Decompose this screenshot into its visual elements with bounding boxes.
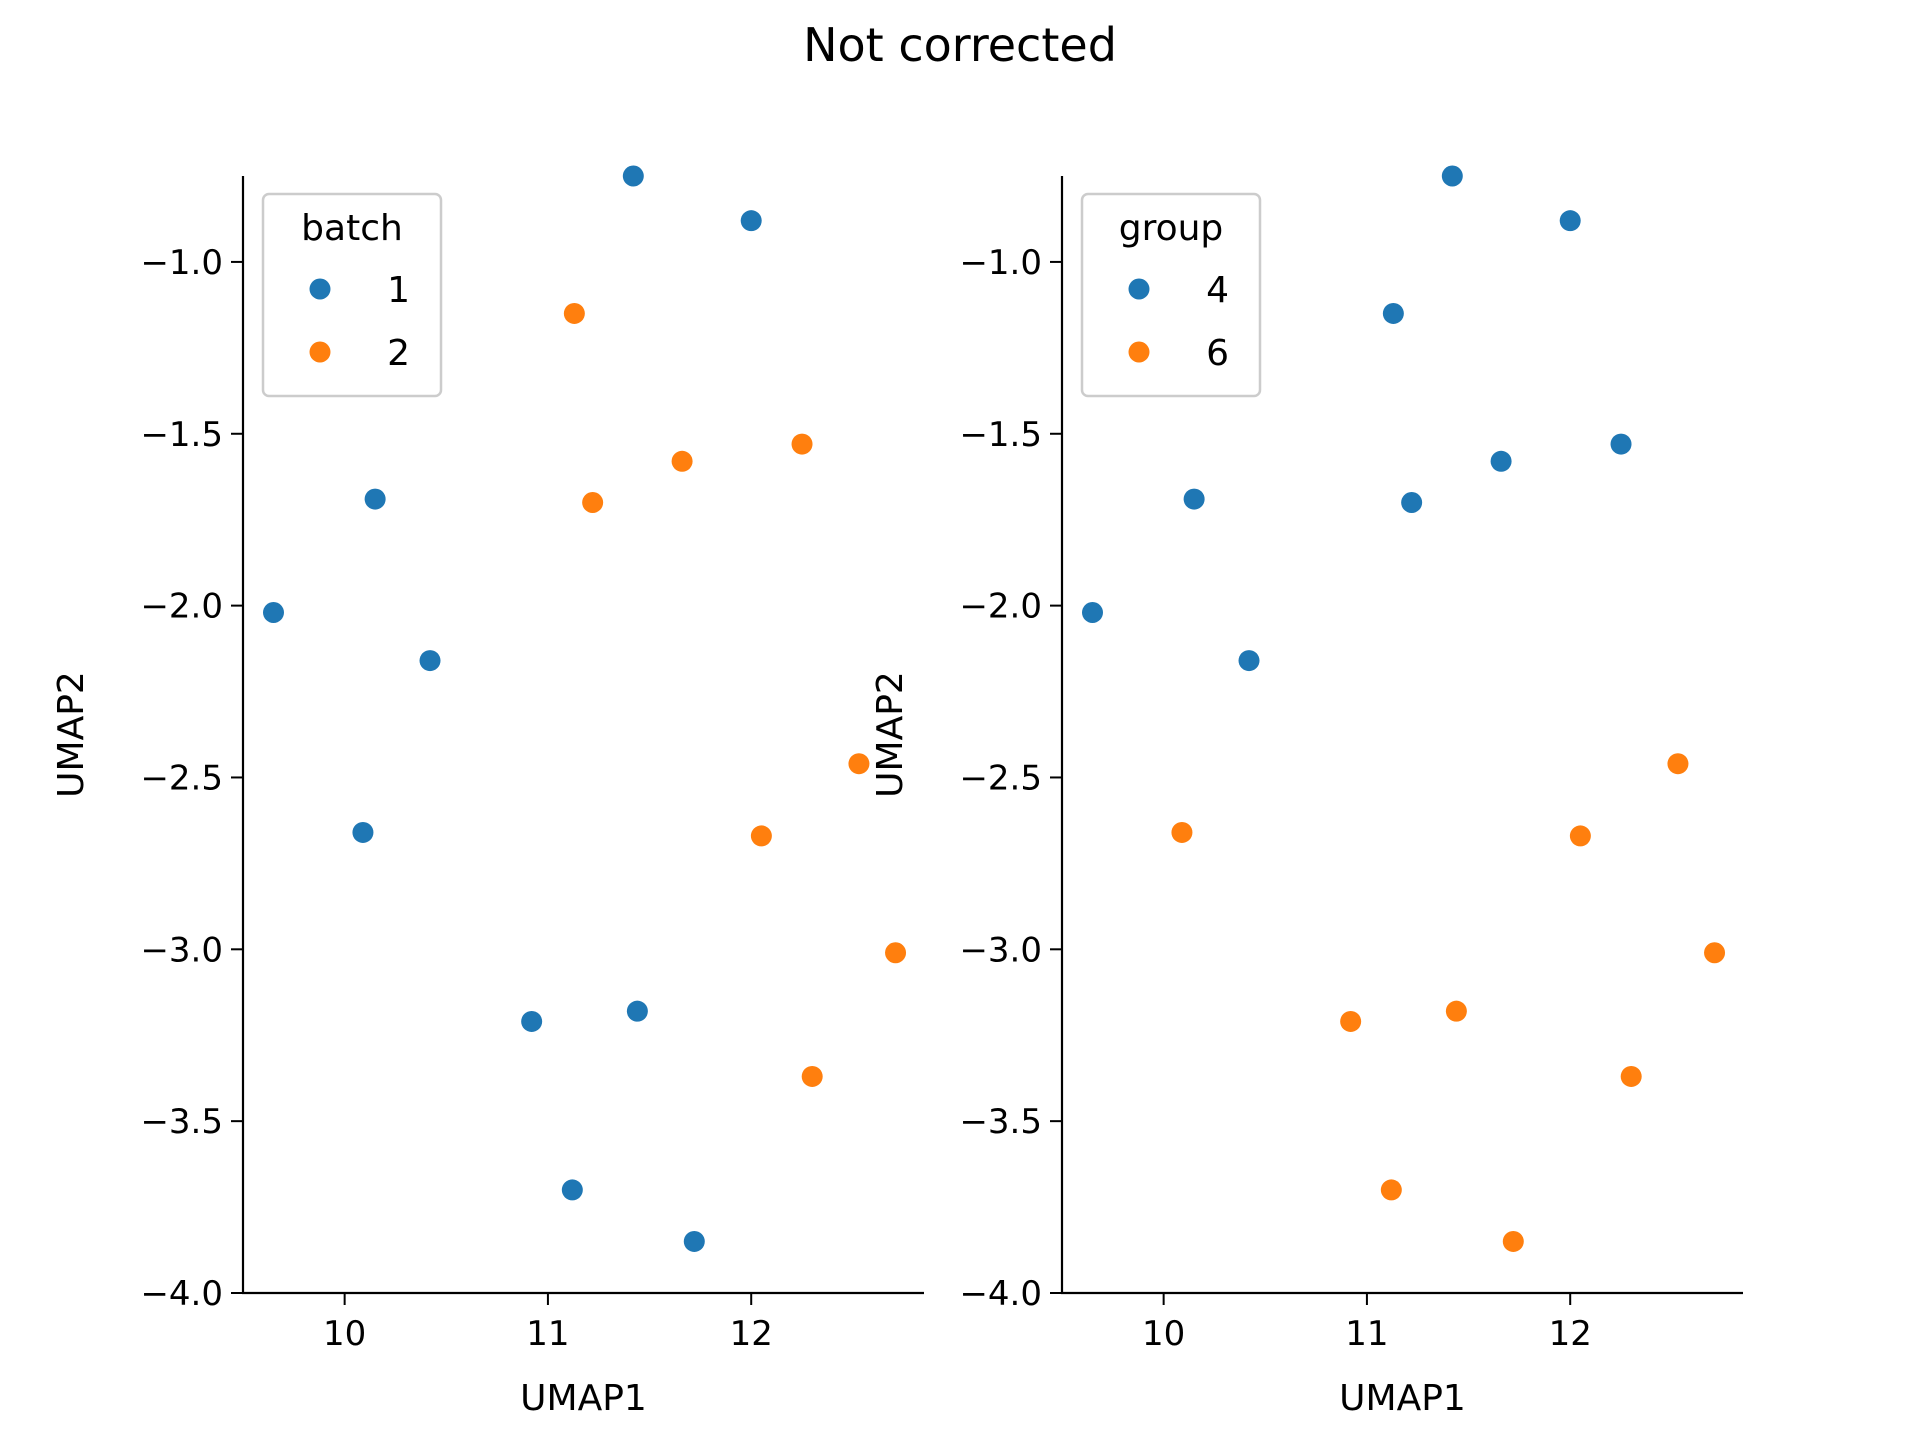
- chart1-y-tick-label: −2.0: [140, 587, 223, 627]
- chart2-y-tick-label: −1.5: [959, 415, 1042, 455]
- chart2-legend-marker-4: [1128, 278, 1150, 300]
- chart2-point-series-4: [1559, 210, 1581, 232]
- chart2-point-series-4: [1081, 601, 1103, 623]
- chart2-point-series-6: [1380, 1179, 1402, 1201]
- chart2-point-series-4: [1183, 488, 1205, 510]
- chart2-legend-label-4: 4: [1206, 270, 1229, 311]
- chart2-x-tick-label: 10: [1142, 1314, 1185, 1354]
- chart1-legend-title: batch: [301, 208, 403, 249]
- chart1-point-series-1: [561, 1179, 583, 1201]
- chart1-point-series-1: [622, 165, 644, 187]
- chart2-y-tick-label: −1.0: [959, 243, 1042, 283]
- chart1-point-series-2: [750, 825, 772, 847]
- chart1-point-series-2: [791, 433, 813, 455]
- chart2-point-series-4: [1382, 302, 1404, 324]
- chart1-point-series-1: [364, 488, 386, 510]
- chart2-y-axis-label: UMAP2: [870, 671, 911, 798]
- chart1-point-series-1: [740, 210, 762, 232]
- chart2-point-series-6: [1445, 1000, 1467, 1022]
- chart1-x-tick-label: 11: [526, 1314, 569, 1354]
- chart1-point-series-1: [683, 1230, 705, 1252]
- chart2-x-tick-label: 12: [1549, 1314, 1592, 1354]
- chart2-point-series-4: [1610, 433, 1632, 455]
- chart1-point-series-1: [262, 601, 284, 623]
- chart2-y-tick-label: −3.0: [959, 930, 1042, 970]
- chart1-y-tick-label: −4.0: [140, 1274, 223, 1314]
- chart1-y-tick-label: −3.0: [140, 930, 223, 970]
- chart2-y-tick-label: −2.0: [959, 587, 1042, 627]
- chart2-point-series-4: [1490, 450, 1512, 472]
- chart1-point-series-2: [671, 450, 693, 472]
- chart2-legend-marker-6: [1128, 341, 1150, 363]
- chart1-x-tick-label: 12: [730, 1314, 773, 1354]
- chart2-x-axis-label: UMAP1: [1339, 1378, 1466, 1419]
- chart1-point-series-1: [626, 1000, 648, 1022]
- chart1-legend-marker-2: [309, 341, 331, 363]
- chart1-point-series-1: [352, 821, 374, 843]
- chart1-legend-label-2: 2: [387, 333, 410, 374]
- chart2-point-series-6: [1171, 821, 1193, 843]
- chart2-legend-label-6: 6: [1206, 333, 1229, 374]
- chart2-point-series-6: [1569, 825, 1591, 847]
- chart1-y-tick-label: −1.5: [140, 415, 223, 455]
- chart1-legend-label-1: 1: [387, 270, 410, 311]
- chart2-legend-title: group: [1119, 208, 1224, 249]
- chart2-point-series-6: [1620, 1065, 1642, 1087]
- chart2-point-series-4: [1238, 650, 1260, 672]
- chart2-point-series-6: [1340, 1010, 1362, 1032]
- chart2-x-tick-label: 11: [1345, 1314, 1388, 1354]
- chart2-point-series-6: [1667, 753, 1689, 775]
- chart1-point-series-1: [419, 650, 441, 672]
- chart1-legend-box: [261, 192, 443, 398]
- chart1-y-tick-label: −2.5: [140, 758, 223, 798]
- chart1-y-tick-label: −1.0: [140, 243, 223, 283]
- chart1-point-series-2: [563, 302, 585, 324]
- chart2-legend-box: [1080, 192, 1262, 398]
- chart2-y-tick-label: −4.0: [959, 1274, 1042, 1314]
- chart1-x-axis-label: UMAP1: [520, 1378, 647, 1419]
- chart2-y-tick-label: −2.5: [959, 758, 1042, 798]
- chart2-point-series-4: [1401, 492, 1423, 514]
- chart1-x-tick-label: 10: [323, 1314, 366, 1354]
- chart1-y-tick-label: −3.5: [140, 1102, 223, 1142]
- chart2-point-series-6: [1704, 942, 1726, 964]
- chart1-point-series-1: [521, 1010, 543, 1032]
- chart1-point-series-2: [801, 1065, 823, 1087]
- chart2-y-tick-label: −3.5: [959, 1102, 1042, 1142]
- chart1-point-series-2: [582, 492, 604, 514]
- chart2-point-series-6: [1502, 1230, 1524, 1252]
- chart1-point-series-2: [885, 942, 907, 964]
- chart1-point-series-2: [848, 753, 870, 775]
- figure-title: Not corrected: [803, 18, 1117, 72]
- chart1-legend-marker-1: [309, 278, 331, 300]
- chart2-point-series-4: [1441, 165, 1463, 187]
- chart1-y-axis-label: UMAP2: [51, 671, 92, 798]
